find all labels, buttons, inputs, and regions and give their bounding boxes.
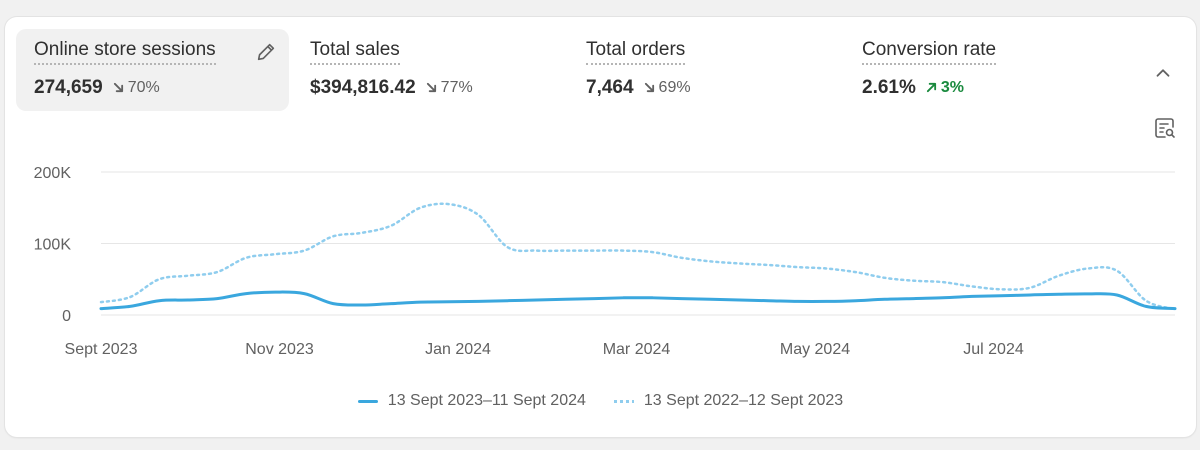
legend-item-current[interactable]: 13 Sept 2023–11 Sept 2024 [357, 392, 586, 410]
metric-value: $394,816.42 [310, 77, 416, 98]
series-line-previous-period[interactable] [99, 202, 1177, 311]
metric-title[interactable]: Total sales [310, 38, 400, 65]
analytics-card: Online store sessions 274,659 70% Total … [5, 17, 1196, 437]
x-tick-label: Jan 2024 [425, 341, 491, 358]
metric-total-orders[interactable]: Total orders 7,464 69% [568, 29, 841, 111]
metric-change: 70% [113, 79, 160, 97]
y-tick-label: 100K [34, 237, 72, 254]
x-tick-label: Jul 2024 [963, 341, 1024, 358]
sessions-line-chart: 200K 100K 0 Sept 2023 Nov 2023 Jan 2024 Mar 2… [34, 165, 1177, 358]
metric-change: 3% [926, 79, 964, 97]
x-tick-label: Sept 2023 [65, 341, 138, 358]
metric-change-value: 77% [440, 78, 473, 96]
search-filter-icon[interactable] [1153, 116, 1177, 140]
metric-title[interactable]: Total orders [586, 38, 686, 65]
metric-value: 274,659 [34, 77, 103, 98]
metric-title[interactable]: Conversion rate [862, 38, 997, 65]
solid-line-swatch [357, 399, 378, 403]
metric-title[interactable]: Online store sessions [34, 38, 216, 65]
arrow-down-right-icon [113, 82, 123, 93]
metric-change-value: 70% [127, 78, 160, 96]
metric-change-value: 3% [940, 78, 964, 96]
x-tick-label: Mar 2024 [603, 341, 671, 358]
pencil-icon[interactable] [255, 41, 277, 63]
y-tick-label: 0 [62, 308, 71, 325]
metric-change: 77% [426, 79, 473, 97]
series-line-current-period[interactable] [99, 290, 1177, 311]
dotted-line-swatch [613, 399, 634, 403]
arrow-down-right-icon [644, 82, 654, 93]
metric-value: 7,464 [586, 77, 634, 98]
metric-online-store-sessions[interactable]: Online store sessions 274,659 70% [16, 29, 289, 111]
legend-label: 13 Sept 2022–12 Sept 2023 [643, 392, 844, 409]
chart-legend: 13 Sept 2023–11 Sept 2024 13 Sept 2022–1… [5, 392, 1196, 410]
legend-item-previous[interactable]: 13 Sept 2022–12 Sept 2023 [613, 392, 844, 410]
legend-label: 13 Sept 2023–11 Sept 2024 [387, 392, 586, 409]
arrow-up-right-icon [926, 82, 936, 93]
metric-conversion-rate[interactable]: Conversion rate 2.61% 3% [844, 29, 1117, 111]
metric-value: 2.61% [862, 77, 916, 98]
metric-change-value: 69% [658, 78, 691, 96]
y-tick-label: 200K [34, 165, 72, 182]
arrow-down-right-icon [426, 82, 436, 93]
metric-total-sales[interactable]: Total sales $394,816.42 77% [292, 29, 565, 111]
metric-change: 69% [644, 79, 691, 97]
chevron-up-icon[interactable] [1152, 62, 1174, 84]
x-tick-label: May 2024 [780, 341, 850, 358]
x-tick-label: Nov 2023 [245, 341, 314, 358]
